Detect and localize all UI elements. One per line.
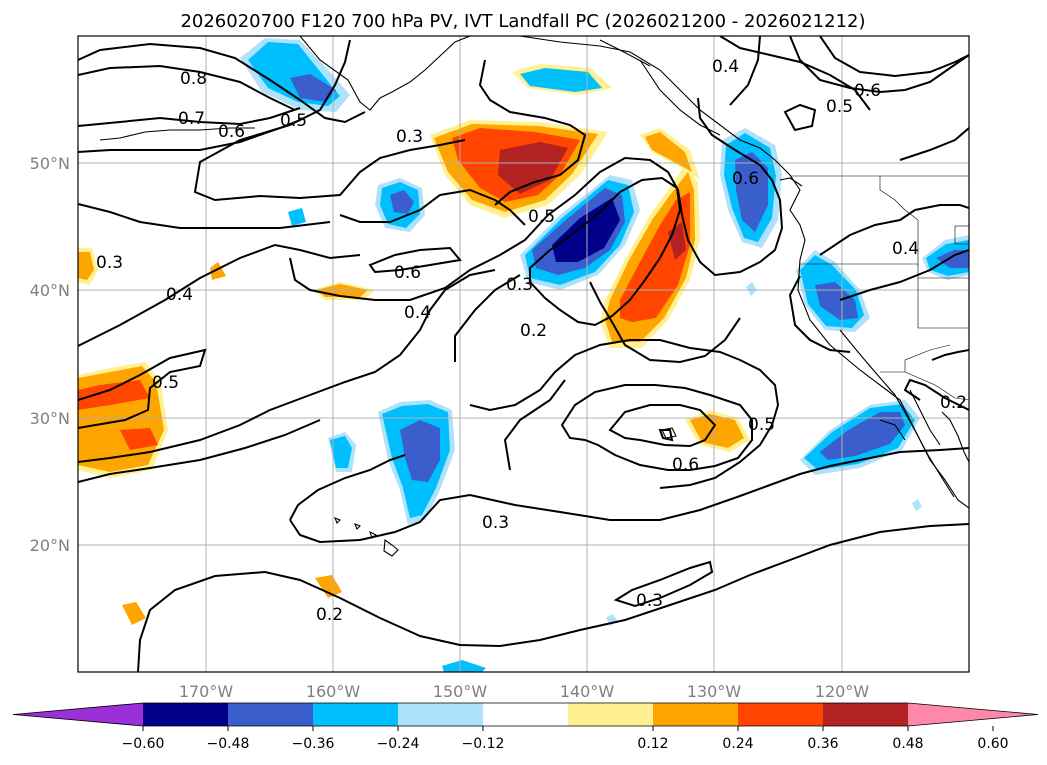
colorbar-extend-max [908,703,1038,726]
contour-label: 0.2 [940,393,967,413]
contour-label: 0.2 [520,321,547,341]
lat-label: 40°N [30,281,70,300]
lon-label: 130°W [687,682,742,701]
contour-label: 0.6 [854,81,881,101]
lat-axis-labels: 50°N 40°N 30°N 20°N [30,154,70,555]
contour-label: 0.3 [506,275,533,295]
lon-label: 150°W [433,682,488,701]
lon-label: 160°W [306,682,361,701]
coastlines [99,36,969,557]
contour-label: 0.5 [748,415,775,435]
colorbar-tick-label: −0.12 [462,736,505,752]
pv-contours [78,36,969,672]
colorbar-tick-label: 0.48 [892,736,923,752]
contour-label: 0.4 [892,239,919,259]
colorbar-tick-label: −0.36 [292,736,335,752]
colorbar-segment [568,703,653,726]
colorbar-extend-min [13,703,143,726]
contour-label: 0.3 [396,127,423,147]
contour-label: 0.3 [636,591,663,611]
lon-label: 140°W [560,682,615,701]
colorbar-tick-label: 0.12 [637,736,668,752]
lat-label: 50°N [30,154,70,173]
colorbar-tick-label: 0.60 [977,736,1008,752]
colorbar-segment [313,703,398,726]
map-frame [77,35,970,673]
colorbar-tick-label: −0.60 [122,736,165,752]
contour-label: 0.3 [482,513,509,533]
contour-label: 0.5 [528,207,555,227]
contour-label: 0.8 [180,69,207,89]
colorbar-tick-label: 0.24 [722,736,753,752]
contour-label: 0.3 [96,253,123,273]
colorbar-segment [398,703,483,726]
political-borders [790,175,969,401]
colorbar: −0.60 −0.48 −0.36 −0.24 −0.12 0.12 0.24 0.36 0.4… [12,702,1039,752]
colorbar-tick-label: −0.24 [377,736,420,752]
contour-label: 0.6 [732,169,759,189]
map-panel: 0.8 0.7 0.6 0.5 0.3 0.4 0.5 0.6 0.5 0.6 … [77,35,970,673]
contour-label: 0.2 [316,605,343,625]
contour-label: 0.6 [394,263,421,283]
contour-label: 0.5 [280,111,307,131]
lat-label: 20°N [30,536,70,555]
contour-label: 0.4 [166,285,193,305]
colorbar-segment [483,703,568,726]
contour-label: 0.4 [404,303,431,323]
colorbar-segment [823,703,908,726]
colorbar-segment [228,703,313,726]
contour-label: 0.5 [152,373,179,393]
colorbar-segment [653,703,738,726]
contour-label: 0.6 [672,455,699,475]
contour-label: 0.5 [826,97,853,117]
shaded-anomalies [78,38,969,672]
colorbar-tick-label: −0.48 [207,736,250,752]
colorbar-segment [143,703,228,726]
contour-label: 0.7 [178,109,205,129]
contour-labels: 0.8 0.7 0.6 0.5 0.3 0.4 0.5 0.6 0.5 0.6 … [96,57,967,625]
contour-label: 0.6 [218,122,245,142]
colorbar-tick-label: 0.36 [807,736,838,752]
figure-title: 2026020700 F120 700 hPa PV, IVT Landfall… [180,11,865,32]
lon-axis-labels: 170°W 160°W 150°W 140°W 130°W 120°W [179,682,870,701]
lon-label: 120°W [815,682,870,701]
lat-label: 30°N [30,409,70,428]
contour-label: 0.4 [712,57,739,77]
colorbar-segment [738,703,823,726]
lon-label: 170°W [179,682,234,701]
